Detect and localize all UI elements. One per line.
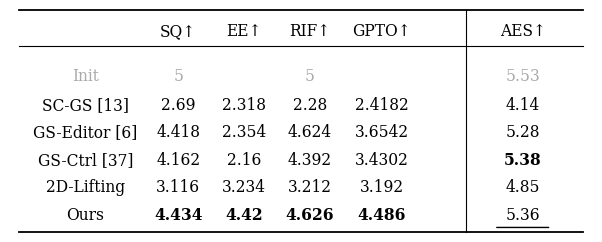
Text: 4.418: 4.418 [156, 124, 200, 142]
Text: GS-Ctrl [37]: GS-Ctrl [37] [37, 152, 133, 169]
Text: GS-Editor [6]: GS-Editor [6] [33, 124, 137, 142]
Text: 4.162: 4.162 [156, 152, 200, 169]
Text: 5: 5 [305, 68, 315, 85]
Text: 4.624: 4.624 [288, 124, 332, 142]
Text: 3.6542: 3.6542 [355, 124, 409, 142]
Text: 5.28: 5.28 [506, 124, 540, 142]
Text: 3.116: 3.116 [156, 180, 200, 197]
Text: 4.85: 4.85 [506, 180, 540, 197]
Text: 2.28: 2.28 [293, 97, 327, 114]
Text: Ours: Ours [66, 207, 104, 224]
Text: Init: Init [72, 68, 99, 85]
Text: AES↑: AES↑ [500, 23, 545, 40]
Text: 4.626: 4.626 [286, 207, 334, 224]
Text: SQ↑: SQ↑ [160, 23, 196, 40]
Text: 4.486: 4.486 [358, 207, 406, 224]
Text: 5.53: 5.53 [505, 68, 540, 85]
Text: 5: 5 [173, 68, 183, 85]
Text: 3.212: 3.212 [288, 180, 332, 197]
Text: 4.434: 4.434 [154, 207, 202, 224]
Text: 4.42: 4.42 [225, 207, 263, 224]
Text: 2D-Lifting: 2D-Lifting [46, 180, 125, 197]
Text: 5.38: 5.38 [504, 152, 542, 169]
Text: GPTO↑: GPTO↑ [353, 23, 411, 40]
Text: RIF↑: RIF↑ [290, 23, 330, 40]
Text: 2.16: 2.16 [227, 152, 261, 169]
Text: 4.392: 4.392 [288, 152, 332, 169]
Text: SC-GS [13]: SC-GS [13] [42, 97, 129, 114]
Text: 2.69: 2.69 [161, 97, 196, 114]
Text: 5.36: 5.36 [506, 207, 540, 224]
Text: 2.318: 2.318 [222, 97, 266, 114]
Text: EE↑: EE↑ [226, 23, 262, 40]
Text: 2.354: 2.354 [222, 124, 266, 142]
Text: 3.4302: 3.4302 [355, 152, 409, 169]
Text: 2.4182: 2.4182 [355, 97, 409, 114]
Text: 4.14: 4.14 [506, 97, 540, 114]
Text: 3.192: 3.192 [360, 180, 404, 197]
Text: 3.234: 3.234 [222, 180, 266, 197]
